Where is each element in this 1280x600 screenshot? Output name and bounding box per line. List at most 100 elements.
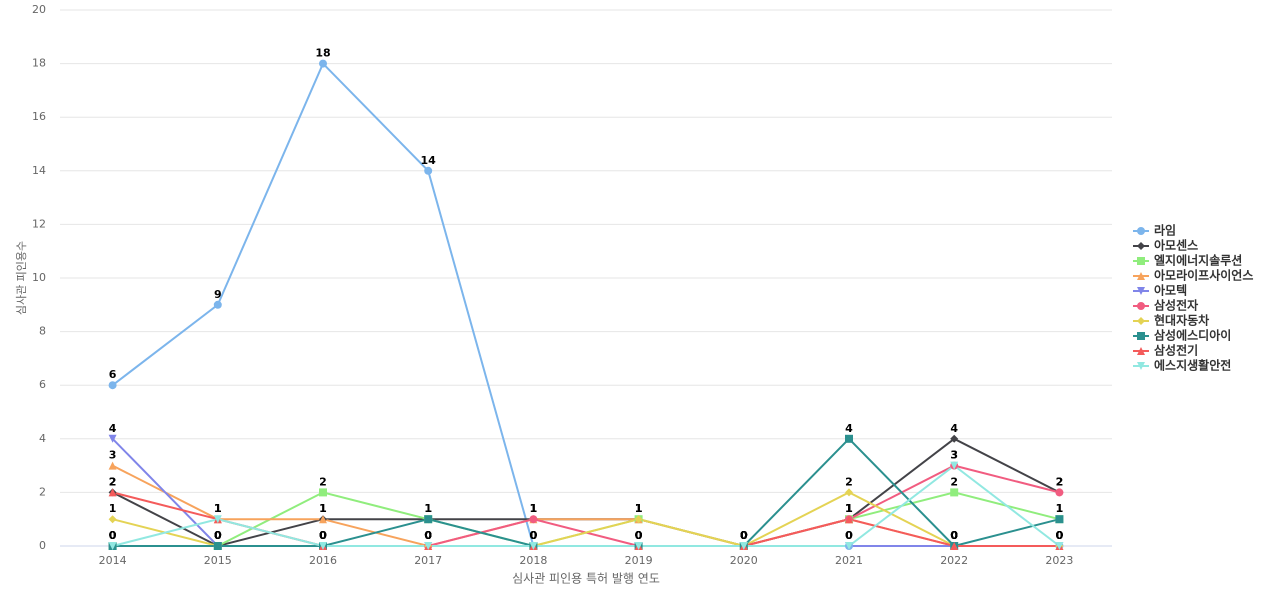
data-label: 0	[530, 529, 538, 542]
data-point	[739, 542, 748, 550]
data-label: 0	[214, 529, 222, 542]
data-label: 1	[1056, 502, 1064, 515]
y-tick-label: 10	[32, 271, 46, 284]
series-line	[112, 464, 1060, 547]
legend-marker	[1137, 287, 1145, 295]
data-label: 0	[740, 529, 748, 542]
legend-label: 삼성전기	[1154, 343, 1198, 358]
legend-label: 삼성에스디아이	[1154, 328, 1231, 343]
data-point	[319, 488, 327, 497]
legend-label: 라임	[1154, 223, 1176, 238]
data-label: 0	[635, 529, 643, 542]
legend-marker	[1137, 317, 1145, 325]
data-label: 0	[319, 529, 327, 542]
legend-label: 아모센스	[1154, 238, 1198, 253]
data-label: 0	[1056, 529, 1064, 542]
series-line	[112, 464, 1061, 547]
data-label: 4	[845, 422, 853, 435]
data-label: 0	[635, 529, 643, 542]
x-tick-label: 2022	[940, 554, 968, 567]
data-label: 1	[530, 502, 538, 515]
data-point	[108, 515, 117, 524]
legend-label: 아모텍	[1154, 283, 1187, 298]
series-line	[111, 61, 1060, 547]
data-point	[213, 542, 222, 550]
data-point	[634, 542, 643, 550]
data-point	[319, 542, 327, 550]
legend-marker	[1137, 347, 1145, 355]
data-point	[1055, 515, 1064, 524]
data-label: 1	[635, 502, 643, 515]
data-label: 1	[319, 502, 327, 515]
data-label: 2	[845, 475, 853, 488]
data-point	[424, 166, 433, 175]
data-label: 1	[214, 502, 222, 515]
data-label: 2	[109, 475, 117, 488]
data-point	[108, 542, 117, 550]
x-tick-label: 2019	[625, 554, 653, 567]
y-tick-label: 20	[32, 3, 46, 16]
data-label: 0	[845, 529, 853, 542]
data-label: 0	[1056, 529, 1064, 542]
data-label: 0	[109, 529, 117, 542]
data-label: 0	[109, 529, 117, 542]
data-label: 0	[950, 529, 958, 542]
data-label: 1	[845, 502, 853, 515]
data-label: 0	[740, 529, 748, 542]
data-label: 0	[950, 529, 958, 542]
data-label: 0	[530, 529, 538, 542]
data-label: 6	[109, 368, 117, 381]
data-point	[950, 461, 959, 470]
data-label: 1	[424, 502, 432, 515]
legend-label: 현대자동차	[1154, 313, 1209, 328]
y-tick-label: 6	[39, 378, 46, 391]
data-label: 0	[319, 529, 327, 542]
data-label: 0	[214, 529, 222, 542]
data-label: 0	[740, 529, 748, 542]
data-label: 0	[530, 529, 538, 542]
data-label: 0	[109, 529, 117, 542]
data-label: 3	[109, 449, 117, 462]
data-label: 2	[1056, 475, 1064, 488]
data-label: 1	[319, 502, 327, 515]
data-point	[529, 515, 538, 524]
data-label: 0	[530, 529, 538, 542]
x-tick-label: 2018	[519, 554, 547, 567]
series-line	[112, 464, 1060, 548]
data-label: 1	[845, 502, 853, 515]
data-label: 0	[319, 529, 327, 542]
data-point	[108, 488, 117, 497]
data-label: 1	[635, 502, 643, 515]
data-point	[108, 381, 117, 390]
y-tick-label: 18	[32, 57, 46, 70]
data-label: 0	[740, 529, 748, 542]
data-label: 4	[950, 422, 958, 435]
data-label: 0	[950, 529, 958, 542]
data-label: 1	[530, 502, 538, 515]
data-label: 0	[845, 529, 853, 542]
x-tick-label: 2016	[309, 554, 337, 567]
legend-label: 엘지에너지솔루션	[1154, 253, 1242, 268]
data-label: 0	[635, 529, 643, 542]
x-tick-label: 2017	[414, 554, 442, 567]
data-label: 0	[530, 529, 538, 542]
data-label: 2	[319, 475, 327, 488]
data-label: 0	[1056, 529, 1064, 542]
data-point	[1055, 488, 1064, 497]
data-point	[213, 515, 222, 524]
x-axis-title: 심사관 피인용 특허 발행 연도	[512, 571, 660, 586]
y-tick-label: 4	[39, 432, 46, 445]
data-label: 0	[214, 529, 222, 542]
legend-label: 에스지생활안전	[1154, 358, 1231, 373]
data-label: 0	[740, 529, 748, 542]
data-label: 0	[214, 529, 222, 542]
data-label: 0	[424, 529, 432, 542]
x-tick-label: 2021	[835, 554, 863, 567]
legend-marker	[1137, 272, 1145, 280]
data-label: 0	[740, 529, 748, 542]
data-point	[950, 434, 959, 443]
data-label: 0	[635, 529, 643, 542]
legend-label: 아모라이프사이언스	[1154, 268, 1253, 283]
data-label: 1	[845, 502, 853, 515]
